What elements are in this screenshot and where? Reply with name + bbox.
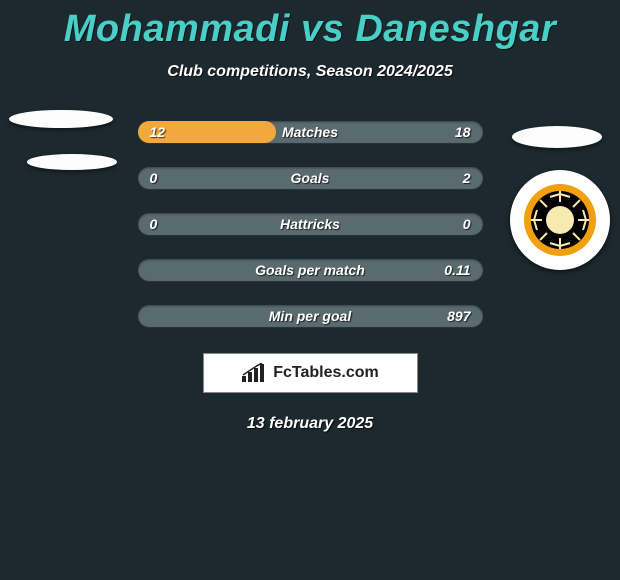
ellipse-icon — [9, 110, 113, 128]
stat-label: Matches — [138, 121, 483, 143]
ellipse-icon — [27, 154, 117, 170]
left-team-logo — [6, 110, 116, 170]
page-title: Mohammadi vs Daneshgar — [0, 0, 620, 51]
ellipse-icon — [512, 126, 602, 148]
subtitle: Club competitions, Season 2024/2025 — [0, 63, 620, 81]
stat-row: 897Min per goal — [138, 305, 483, 327]
stats-container: 1218Matches 02Goals 00Hattricks 0.11Goals p… — [138, 121, 483, 327]
stat-label: Hattricks — [138, 213, 483, 235]
stat-row: 00Hattricks — [138, 213, 483, 235]
date-line: 13 february 2025 — [0, 415, 620, 433]
stat-row: 0.11Goals per match — [138, 259, 483, 281]
brand-text: FcTables.com — [273, 364, 379, 382]
right-ellipse — [512, 126, 602, 148]
stat-row: 1218Matches — [138, 121, 483, 143]
stat-label: Goals per match — [138, 259, 483, 281]
right-team-logo — [510, 170, 610, 270]
brand-box: FcTables.com — [203, 353, 418, 393]
club-badge-icon — [510, 170, 610, 270]
stat-label: Min per goal — [138, 305, 483, 327]
brand-chart-icon — [241, 363, 267, 383]
stat-row: 02Goals — [138, 167, 483, 189]
stat-label: Goals — [138, 167, 483, 189]
